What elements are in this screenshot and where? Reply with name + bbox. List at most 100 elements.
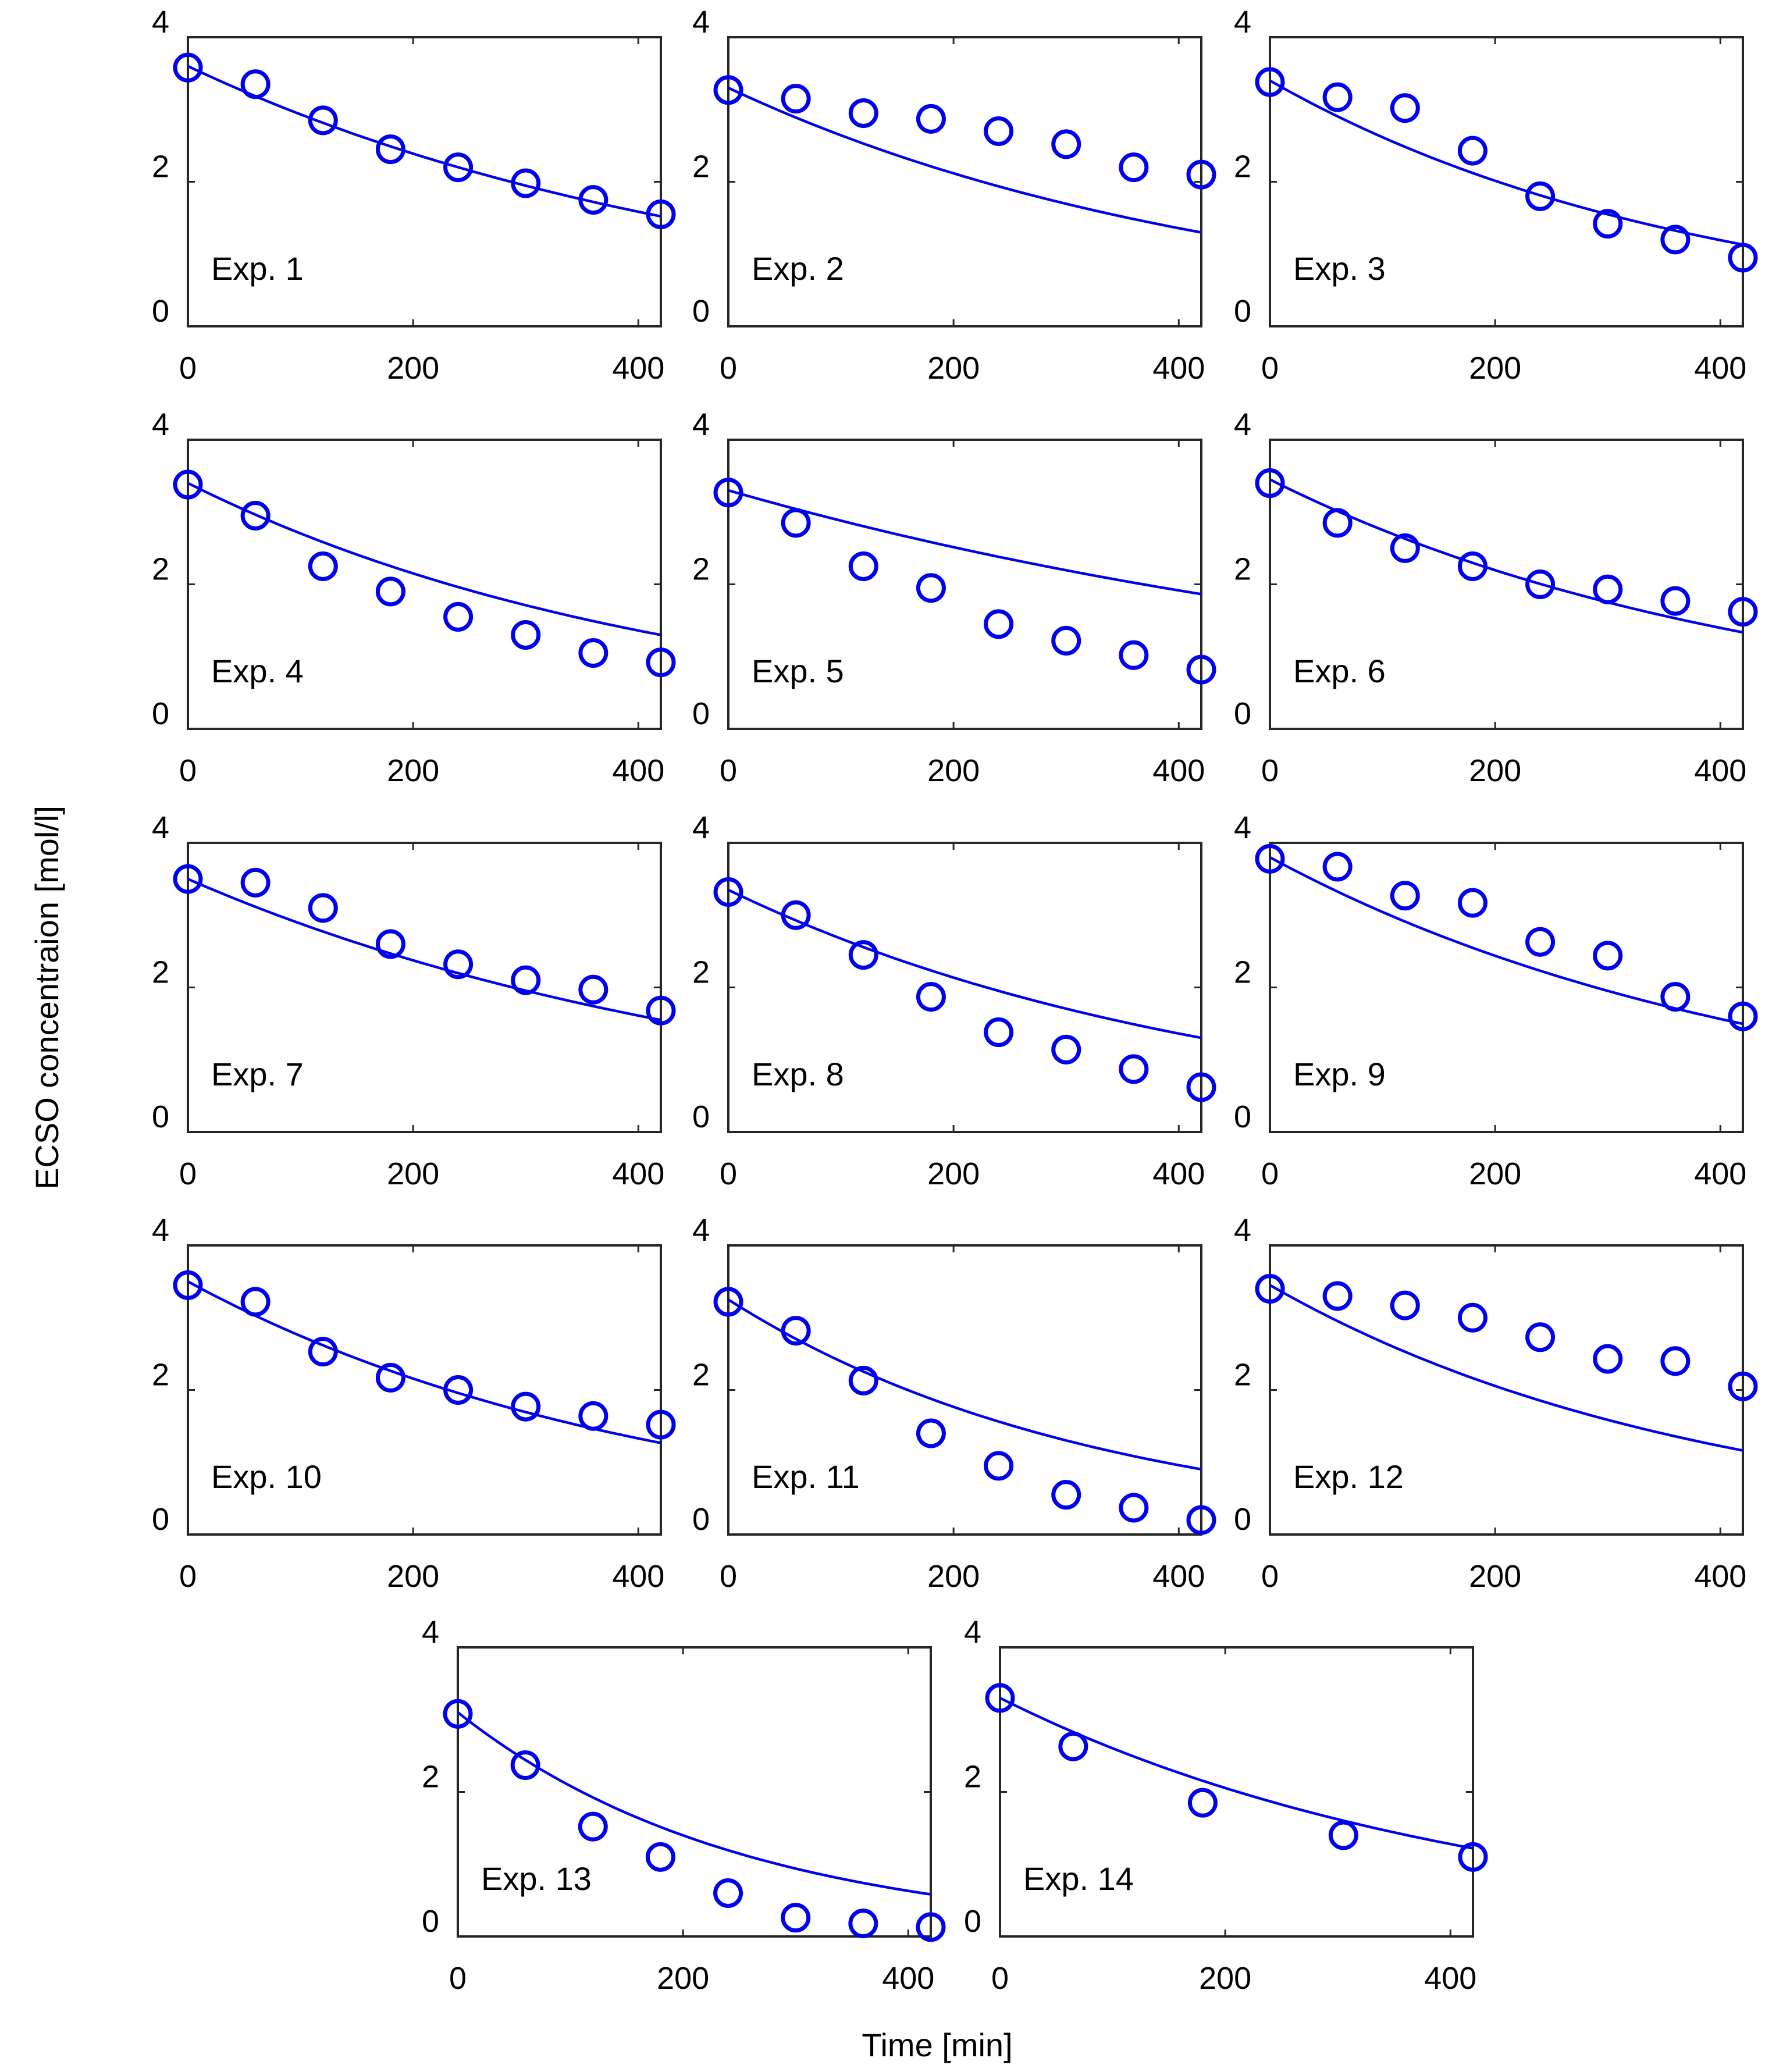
panel-exp-6: 0 200 400 0 2 4 Exp. 6: [1234, 407, 1758, 788]
x-tick-label: 400: [1424, 1961, 1476, 1996]
data-point: [308, 551, 338, 581]
panel-label: Exp. 1: [211, 250, 304, 287]
x-tick-label: 400: [1152, 1156, 1205, 1191]
x-tick-label: 200: [1199, 1961, 1251, 1996]
model-curve: [728, 888, 1202, 1039]
x-tick-label: 0: [720, 1559, 737, 1594]
x-tick-label: 200: [1469, 1559, 1521, 1594]
data-point: [1255, 468, 1285, 499]
data-point: [1322, 82, 1353, 112]
data-point: [1728, 597, 1758, 627]
panel-exp-11: 0 200 400 0 2 4 Exp. 11: [692, 1213, 1216, 1594]
x-tick-label: 400: [1152, 1559, 1205, 1594]
panel-exp-14: 0 200 400 0 2 4 Exp. 14: [964, 1615, 1488, 1996]
x-tick-label: 0: [1261, 753, 1279, 788]
data-point: [1390, 881, 1420, 911]
data-point: [578, 1401, 608, 1431]
x-tick-label: 200: [1469, 351, 1521, 386]
plot-frame: [457, 1646, 932, 1938]
x-tick-label: 200: [1469, 1156, 1521, 1191]
data-point: [1119, 640, 1149, 670]
panel-exp-3: 0 200 400 0 2 4 Exp. 3: [1234, 5, 1758, 386]
x-tick-label: 200: [387, 1156, 439, 1191]
panel-exp-9: 0 200 400 0 2 4 Exp. 9: [1234, 810, 1758, 1191]
data-point: [848, 940, 878, 970]
y-tick-label: 2: [692, 552, 710, 587]
x-tick-label: 400: [612, 351, 664, 386]
plot-frame: [1269, 36, 1744, 327]
x-tick-label: 200: [927, 351, 980, 386]
data-point: [578, 1811, 608, 1842]
data-point: [511, 620, 541, 650]
y-tick-label: 4: [1234, 407, 1251, 442]
data-point: [781, 1316, 811, 1346]
model-curve: [187, 878, 661, 1021]
data-point: [1390, 1290, 1420, 1320]
data-point: [916, 104, 946, 134]
panel-exp-2: 0 200 400 0 2 4 Exp. 2: [692, 5, 1216, 386]
y-tick-label: 0: [152, 294, 169, 329]
x-tick-label: 0: [720, 753, 737, 788]
y-tick-label: 2: [964, 1760, 981, 1795]
data-point: [1051, 129, 1081, 159]
panel-exp-7: 0 200 400 0 2 4 Exp. 7: [152, 810, 676, 1191]
plot-frame: [727, 1244, 1202, 1536]
x-tick-label: 200: [1469, 753, 1521, 788]
y-tick-label: 0: [692, 696, 710, 731]
panel-label: Exp. 10: [211, 1458, 322, 1495]
x-tick-label: 400: [882, 1961, 934, 1996]
x-tick-label: 400: [1694, 351, 1746, 386]
data-point: [443, 601, 474, 632]
x-tick-label: 0: [179, 753, 197, 788]
data-point: [1187, 1788, 1218, 1818]
plot-frame: [727, 842, 1202, 1133]
x-tick-label: 0: [179, 1559, 197, 1594]
x-tick-label: 0: [179, 351, 197, 386]
data-point: [713, 1287, 743, 1317]
y-tick-label: 4: [1234, 1213, 1251, 1248]
panel-label: Exp. 8: [752, 1056, 844, 1092]
panel-exp-13: 0 200 400 0 2 4 Exp. 13: [422, 1615, 946, 1996]
data-point: [781, 508, 811, 538]
x-tick-label: 0: [1261, 351, 1279, 386]
data-point: [1457, 888, 1487, 918]
x-tick-label: 200: [927, 1559, 980, 1594]
panel-exp-8: 0 200 400 0 2 4 Exp. 8: [692, 810, 1216, 1191]
y-tick-label: 4: [422, 1615, 439, 1650]
y-tick-label: 4: [152, 810, 169, 845]
model-curve: [727, 1298, 1202, 1471]
x-tick-label: 400: [1694, 1559, 1746, 1594]
panel-exp-5: 0 200 400 0 2 4 Exp. 5: [692, 407, 1216, 788]
data-point: [1186, 1072, 1216, 1102]
y-tick-label: 2: [1234, 552, 1251, 587]
data-point: [510, 1750, 540, 1781]
data-point: [646, 995, 676, 1026]
data-point: [511, 1391, 541, 1422]
data-point: [713, 877, 743, 907]
y-tick-label: 2: [152, 955, 169, 990]
panel-label: Exp. 14: [1023, 1860, 1134, 1897]
y-tick-label: 0: [152, 696, 169, 731]
data-point: [984, 1017, 1014, 1048]
panel-label: Exp. 3: [1293, 250, 1386, 287]
x-tick-label: 0: [720, 1156, 737, 1191]
y-tick-label: 4: [1234, 810, 1251, 845]
data-point: [1593, 574, 1623, 604]
data-point: [375, 576, 405, 607]
y-tick-label: 4: [964, 1615, 981, 1650]
data-point: [443, 1375, 474, 1405]
data-point: [1051, 625, 1081, 656]
y-tick-label: 4: [1234, 5, 1251, 40]
data-point: [645, 1842, 675, 1872]
data-point: [848, 1365, 878, 1395]
data-point: [1660, 225, 1691, 255]
y-tick-label: 4: [152, 407, 169, 442]
data-point: [240, 867, 271, 898]
data-point: [443, 949, 474, 980]
data-point: [1660, 1346, 1691, 1376]
data-point: [781, 900, 811, 930]
data-point: [985, 1683, 1015, 1713]
data-point: [916, 1912, 946, 1942]
panel-exp-10: 0 200 400 0 2 4 Exp. 10: [152, 1213, 676, 1594]
x-tick-label: 0: [1261, 1559, 1279, 1594]
